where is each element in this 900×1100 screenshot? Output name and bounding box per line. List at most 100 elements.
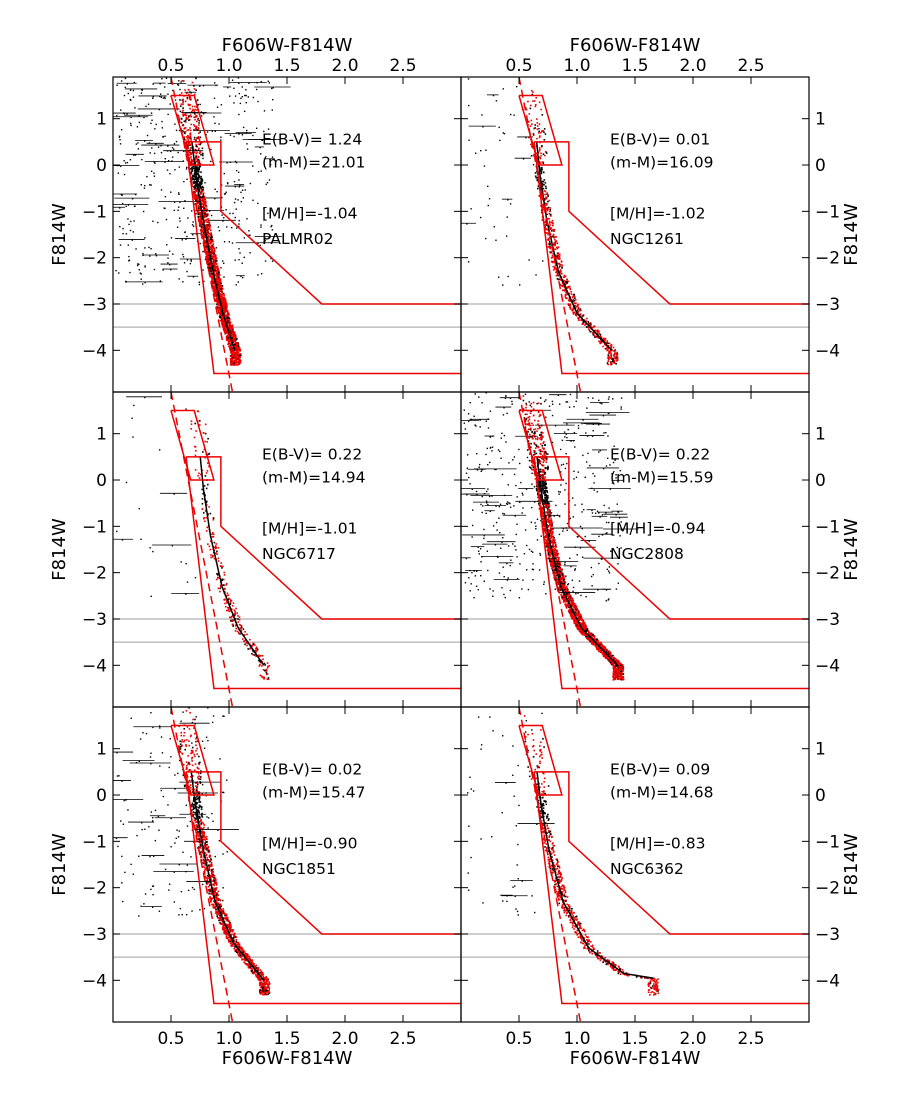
field-point bbox=[152, 220, 154, 222]
cmd-point bbox=[554, 264, 557, 267]
cmd-point bbox=[217, 277, 220, 279]
cmd-point bbox=[580, 319, 582, 321]
cmd-point bbox=[230, 599, 232, 601]
cmd-point bbox=[554, 544, 557, 546]
cmd-point bbox=[573, 605, 576, 607]
cmd-point bbox=[528, 418, 531, 421]
cmd-point bbox=[193, 138, 196, 141]
field-point bbox=[502, 284, 504, 286]
cmd-point bbox=[192, 163, 195, 165]
cmd-point bbox=[240, 625, 243, 627]
cmd-point bbox=[592, 334, 595, 337]
cmd-point bbox=[180, 92, 183, 94]
cmd-point bbox=[210, 251, 213, 254]
cmd-point bbox=[255, 647, 257, 650]
cmd-point bbox=[184, 127, 187, 129]
cmd-point bbox=[540, 152, 542, 155]
cmd-point bbox=[215, 578, 218, 581]
cmd-point bbox=[610, 357, 612, 360]
cmd-point bbox=[212, 554, 214, 557]
cmd-point bbox=[198, 119, 200, 122]
cmd-point bbox=[535, 177, 538, 179]
cmd-point bbox=[589, 324, 592, 327]
cmd-point bbox=[235, 358, 238, 360]
field-point bbox=[241, 189, 244, 191]
cmd-point bbox=[209, 269, 212, 271]
cmd-point bbox=[222, 327, 225, 329]
cmd-point bbox=[239, 353, 241, 355]
cmd-point bbox=[556, 247, 559, 250]
cmd-point bbox=[553, 261, 556, 264]
field-point bbox=[202, 113, 205, 115]
cmd-point bbox=[211, 281, 213, 283]
field-point bbox=[167, 113, 169, 116]
cmd-point bbox=[196, 176, 199, 179]
cmd-point bbox=[548, 517, 550, 520]
cmd-point bbox=[584, 622, 586, 625]
cmd-point bbox=[537, 411, 540, 414]
cmd-point bbox=[528, 422, 531, 424]
field-point bbox=[126, 83, 129, 85]
cmd-point bbox=[221, 314, 224, 316]
cmd-point bbox=[580, 615, 582, 618]
cmd-point bbox=[213, 252, 216, 255]
field-point bbox=[241, 96, 244, 98]
field-point bbox=[234, 216, 236, 219]
cmd-point bbox=[540, 453, 542, 456]
field-point bbox=[217, 276, 220, 278]
cmd-point bbox=[529, 429, 532, 431]
cmd-point bbox=[239, 624, 242, 627]
field-point bbox=[137, 263, 139, 265]
cmd-point bbox=[192, 165, 195, 168]
cmd-point bbox=[216, 305, 219, 308]
cmd-point bbox=[229, 610, 232, 612]
cmd-point bbox=[201, 186, 203, 189]
field-point bbox=[170, 191, 172, 193]
field-point bbox=[119, 139, 121, 141]
field-point bbox=[226, 226, 228, 228]
cmd-point bbox=[616, 661, 619, 664]
cmd-point bbox=[539, 462, 542, 465]
cmd-point bbox=[202, 231, 205, 234]
cmd-point bbox=[529, 107, 532, 110]
cmd-point bbox=[196, 99, 199, 101]
cmd-point bbox=[207, 218, 210, 220]
field-point bbox=[242, 276, 244, 279]
cmd-point bbox=[234, 610, 236, 613]
cmd-point bbox=[207, 223, 210, 226]
cmd-point bbox=[208, 263, 211, 265]
field-point bbox=[144, 396, 146, 399]
cmd-point bbox=[197, 148, 200, 151]
cmd-point bbox=[549, 251, 551, 253]
cmd-point bbox=[525, 418, 528, 420]
cmd-point bbox=[554, 547, 556, 550]
cmd-point bbox=[550, 519, 553, 522]
cmd-point bbox=[190, 423, 193, 425]
field-point bbox=[122, 112, 125, 114]
cmd-point bbox=[198, 152, 201, 154]
field-point bbox=[220, 104, 223, 106]
cmd-point bbox=[585, 320, 588, 323]
cmd-point bbox=[204, 440, 206, 443]
cmd-point bbox=[217, 309, 220, 312]
cmd-point bbox=[181, 80, 184, 82]
field-point bbox=[238, 82, 240, 85]
cmd-point bbox=[554, 263, 557, 265]
cmd-point bbox=[531, 123, 533, 125]
field-point bbox=[245, 89, 247, 91]
cmd-point bbox=[199, 206, 201, 208]
cmd-point bbox=[556, 278, 559, 280]
cmd-point bbox=[230, 620, 232, 622]
cmd-point bbox=[538, 461, 541, 464]
cmd-point bbox=[189, 132, 192, 134]
cmd-point bbox=[559, 572, 561, 574]
field-point bbox=[186, 581, 189, 583]
field-point bbox=[264, 260, 267, 262]
cmd-point bbox=[220, 281, 222, 283]
field-point bbox=[144, 237, 146, 239]
cmd-point bbox=[198, 188, 200, 190]
field-point bbox=[173, 201, 176, 204]
field-point bbox=[119, 225, 121, 228]
field-point bbox=[166, 150, 169, 152]
